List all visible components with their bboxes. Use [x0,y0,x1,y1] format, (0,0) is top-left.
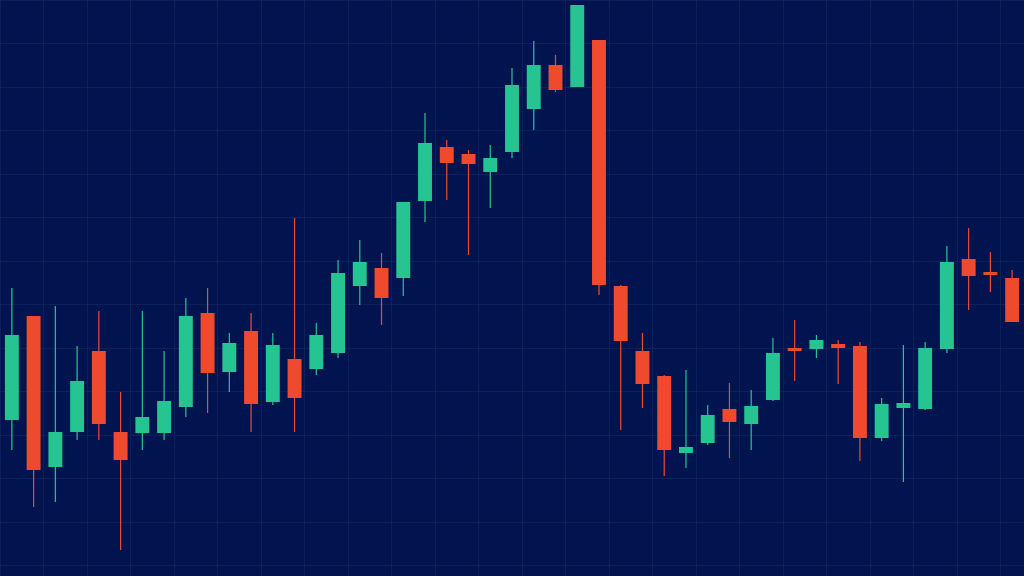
candle-body [4,335,19,420]
candle-body [352,262,367,286]
candle-body [700,415,715,443]
candle-body [91,351,106,424]
candle-body [961,259,976,276]
candle-body [939,262,954,349]
candle-body [157,401,172,433]
candle-body [722,409,737,422]
candle-body [548,65,563,90]
candle-body [244,331,259,404]
candle-body [113,432,128,460]
candle-body [483,158,498,172]
candle-body [787,348,802,351]
candle-body [765,353,780,400]
candle-body [744,406,759,424]
candle-body [592,40,606,285]
candle-body [874,404,889,438]
candle-body [635,351,650,384]
candle-body [135,417,150,433]
candle-body [657,376,672,450]
candle-body [1005,278,1020,322]
candle-body [918,348,933,409]
candle-body [896,403,911,408]
candle-body [287,359,302,398]
candle-body [396,202,411,278]
candle-body [374,268,389,298]
candle-body [309,335,324,369]
candle-body [178,316,193,407]
candle-body [678,447,693,453]
candle-body [26,316,41,470]
candle-body [48,432,63,467]
candle-body [983,272,998,275]
candle-body [505,85,519,152]
candle-body [331,273,346,353]
candle-body [461,154,476,164]
candle-body [265,345,280,402]
candle-body [613,286,628,341]
candle-body [200,313,215,373]
candle-body [418,143,432,201]
candle-body [439,147,454,163]
candle-body [809,340,824,349]
candle-body [70,381,85,432]
candle-body [852,346,867,438]
candle-body [831,344,846,348]
candle-body [222,343,237,372]
candle-body [526,65,541,109]
candle-body [570,5,585,87]
